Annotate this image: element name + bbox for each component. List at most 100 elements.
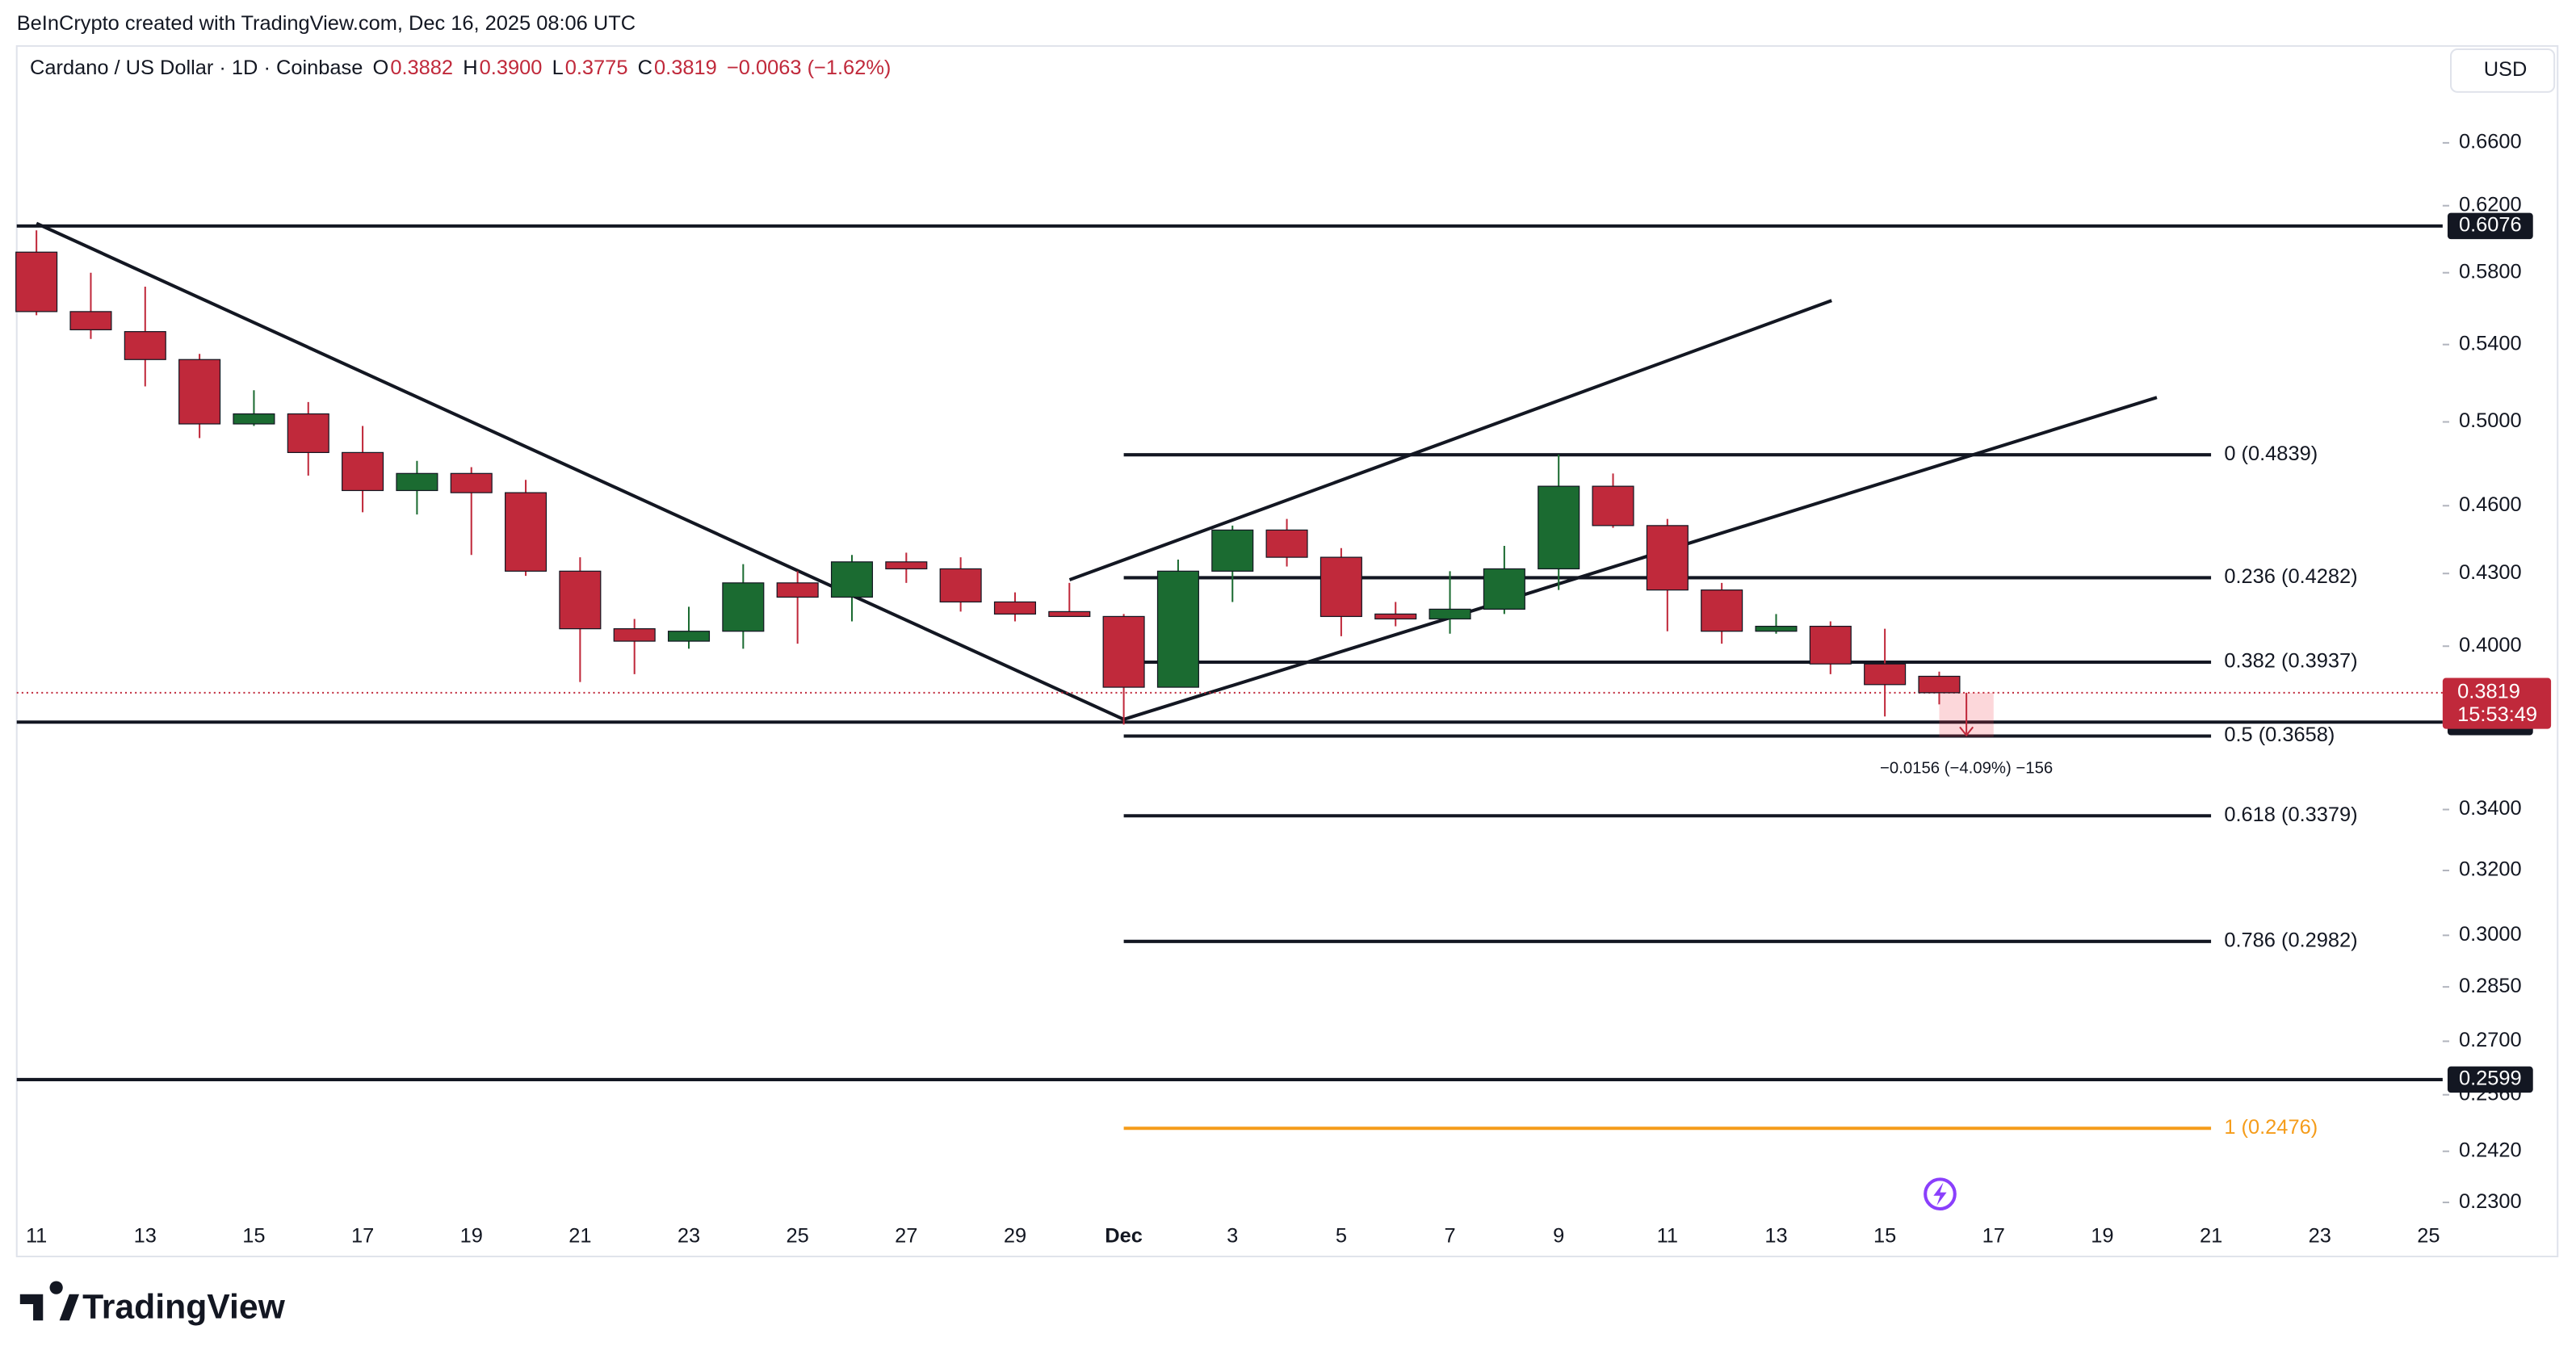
candle-body [69,311,112,330]
candle-body [396,472,438,492]
trend-line [36,221,1125,721]
candle-body [342,451,384,492]
y-tick-label: 0.3400 [2459,797,2522,820]
x-tick-label: 9 [1553,1224,1564,1247]
y-tick-label: 0.2420 [2459,1139,2522,1161]
legend-c: C [638,57,652,79]
x-tick-label: 27 [895,1224,917,1247]
x-tick-label: 17 [351,1224,374,1247]
candle-body [776,582,819,598]
y-tick-label: 0.5400 [2459,332,2522,354]
y-tick-label: 0.6200 [2459,193,2522,216]
logo: TradingView [19,1281,286,1326]
currency-box[interactable] [2450,48,2556,93]
candle-body [1048,610,1091,618]
y-tick-label: 0.3000 [2459,923,2522,946]
fib-label: 0.382 (0.3937) [2224,650,2357,673]
fib-label: 1 (0.2476) [2224,1116,2318,1139]
trend-line [1123,396,2158,721]
candle-body [667,631,711,642]
candle-body [1918,675,1961,694]
y-tick-label: 0.2700 [2459,1029,2522,1051]
x-tick-label: 25 [2417,1224,2440,1247]
candle-body [1319,556,1362,618]
y-tick-label: 0.5000 [2459,409,2522,432]
level-tag [2447,212,2533,240]
level-tag-label: 0.6076 [2459,214,2522,237]
y-tick-label: 0.2300 [2459,1190,2522,1213]
x-tick-label: 19 [2091,1224,2113,1247]
measure-label: −0.0156 (−4.09%) −156 [1880,759,2053,777]
x-tick-label: 23 [678,1224,700,1247]
candle-body [1538,485,1580,570]
fib-label: 0 (0.4839) [2224,443,2318,465]
candle-body [124,331,166,360]
x-tick-label: 7 [1444,1224,1455,1247]
x-tick-label: 21 [568,1224,591,1247]
candle-body [885,561,928,570]
candle-body [1809,625,1852,665]
y-tick-label: 0.6600 [2459,131,2522,153]
candle-body [287,413,329,454]
candle-body [559,570,602,630]
y-tick-label: 0.5800 [2459,260,2522,283]
x-tick-label: 11 [26,1224,47,1247]
x-tick-label: 5 [1336,1224,1347,1247]
x-tick-label: 15 [1873,1224,1896,1247]
credit: BeInCrypto created with TradingView.com,… [17,12,636,35]
y-tick-label: 0.2850 [2459,975,2522,997]
candle-body [993,601,1036,615]
price-tag [2442,678,2552,729]
candle-body [1646,525,1689,591]
x-tick-label: 11 [1657,1224,1678,1247]
candle-body [613,628,656,642]
candle-body [1102,615,1145,688]
legend-symbol: Cardano / US Dollar · 1D · Coinbase [30,57,363,79]
y-tick-label: 0.4000 [2459,634,2522,657]
legend-low: 0.3775 [565,57,628,79]
candle-body [1429,608,1471,620]
y-tick-label: 0.3200 [2459,858,2522,881]
candle-body [233,413,275,425]
candle-body [939,568,982,603]
price-countdown: 15:53:49 [2457,703,2537,726]
legend-h: H [463,57,477,79]
level-tag-label: 0.2599 [2459,1068,2522,1090]
trend-line [1068,299,1832,581]
chart-frame [15,44,2559,1257]
currency[interactable]: USD [2484,58,2528,81]
fib-label: 0.618 (0.3379) [2224,803,2357,826]
x-tick-label: 25 [787,1224,809,1247]
x-tick-label: 13 [1764,1224,1787,1247]
x-tick-label: 17 [1982,1224,2005,1247]
lightning-icon[interactable] [1924,1177,1957,1211]
x-tick-label: 3 [1227,1224,1238,1247]
candle-body [722,582,765,632]
legend-o: O [373,57,389,79]
candle-body [1755,625,1798,632]
candle-body [1374,613,1417,620]
candle-body [1211,529,1254,572]
candle-body [1864,663,1907,686]
candle-body [178,359,221,425]
candle-body [1156,570,1199,688]
legend-l: L [552,57,564,79]
measure-arrowhead [1959,726,1974,737]
candle-body [830,561,874,598]
candle-body [1701,589,1743,632]
x-tick-label: 13 [134,1224,157,1247]
legend-high: 0.3900 [480,57,543,79]
legend: Cardano / US Dollar · 1D · Coinbase O 0.38… [30,57,891,79]
y-tick-label: 0.4600 [2459,493,2522,516]
x-tick-label: 23 [2309,1224,2331,1247]
fib-label: 0.236 (0.4282) [2224,565,2357,588]
level-tag [2447,1066,2533,1093]
y-tick-label: 0.4300 [2459,561,2522,584]
price-tag-label: 0.3819 [2457,681,2520,703]
legend-close: 0.3819 [654,57,717,79]
fib-label: 0.786 (0.2982) [2224,929,2357,952]
x-tick-label: 19 [460,1224,483,1247]
legend-change: −0.0063 (−1.62%) [727,57,891,79]
candle-body [450,472,493,493]
